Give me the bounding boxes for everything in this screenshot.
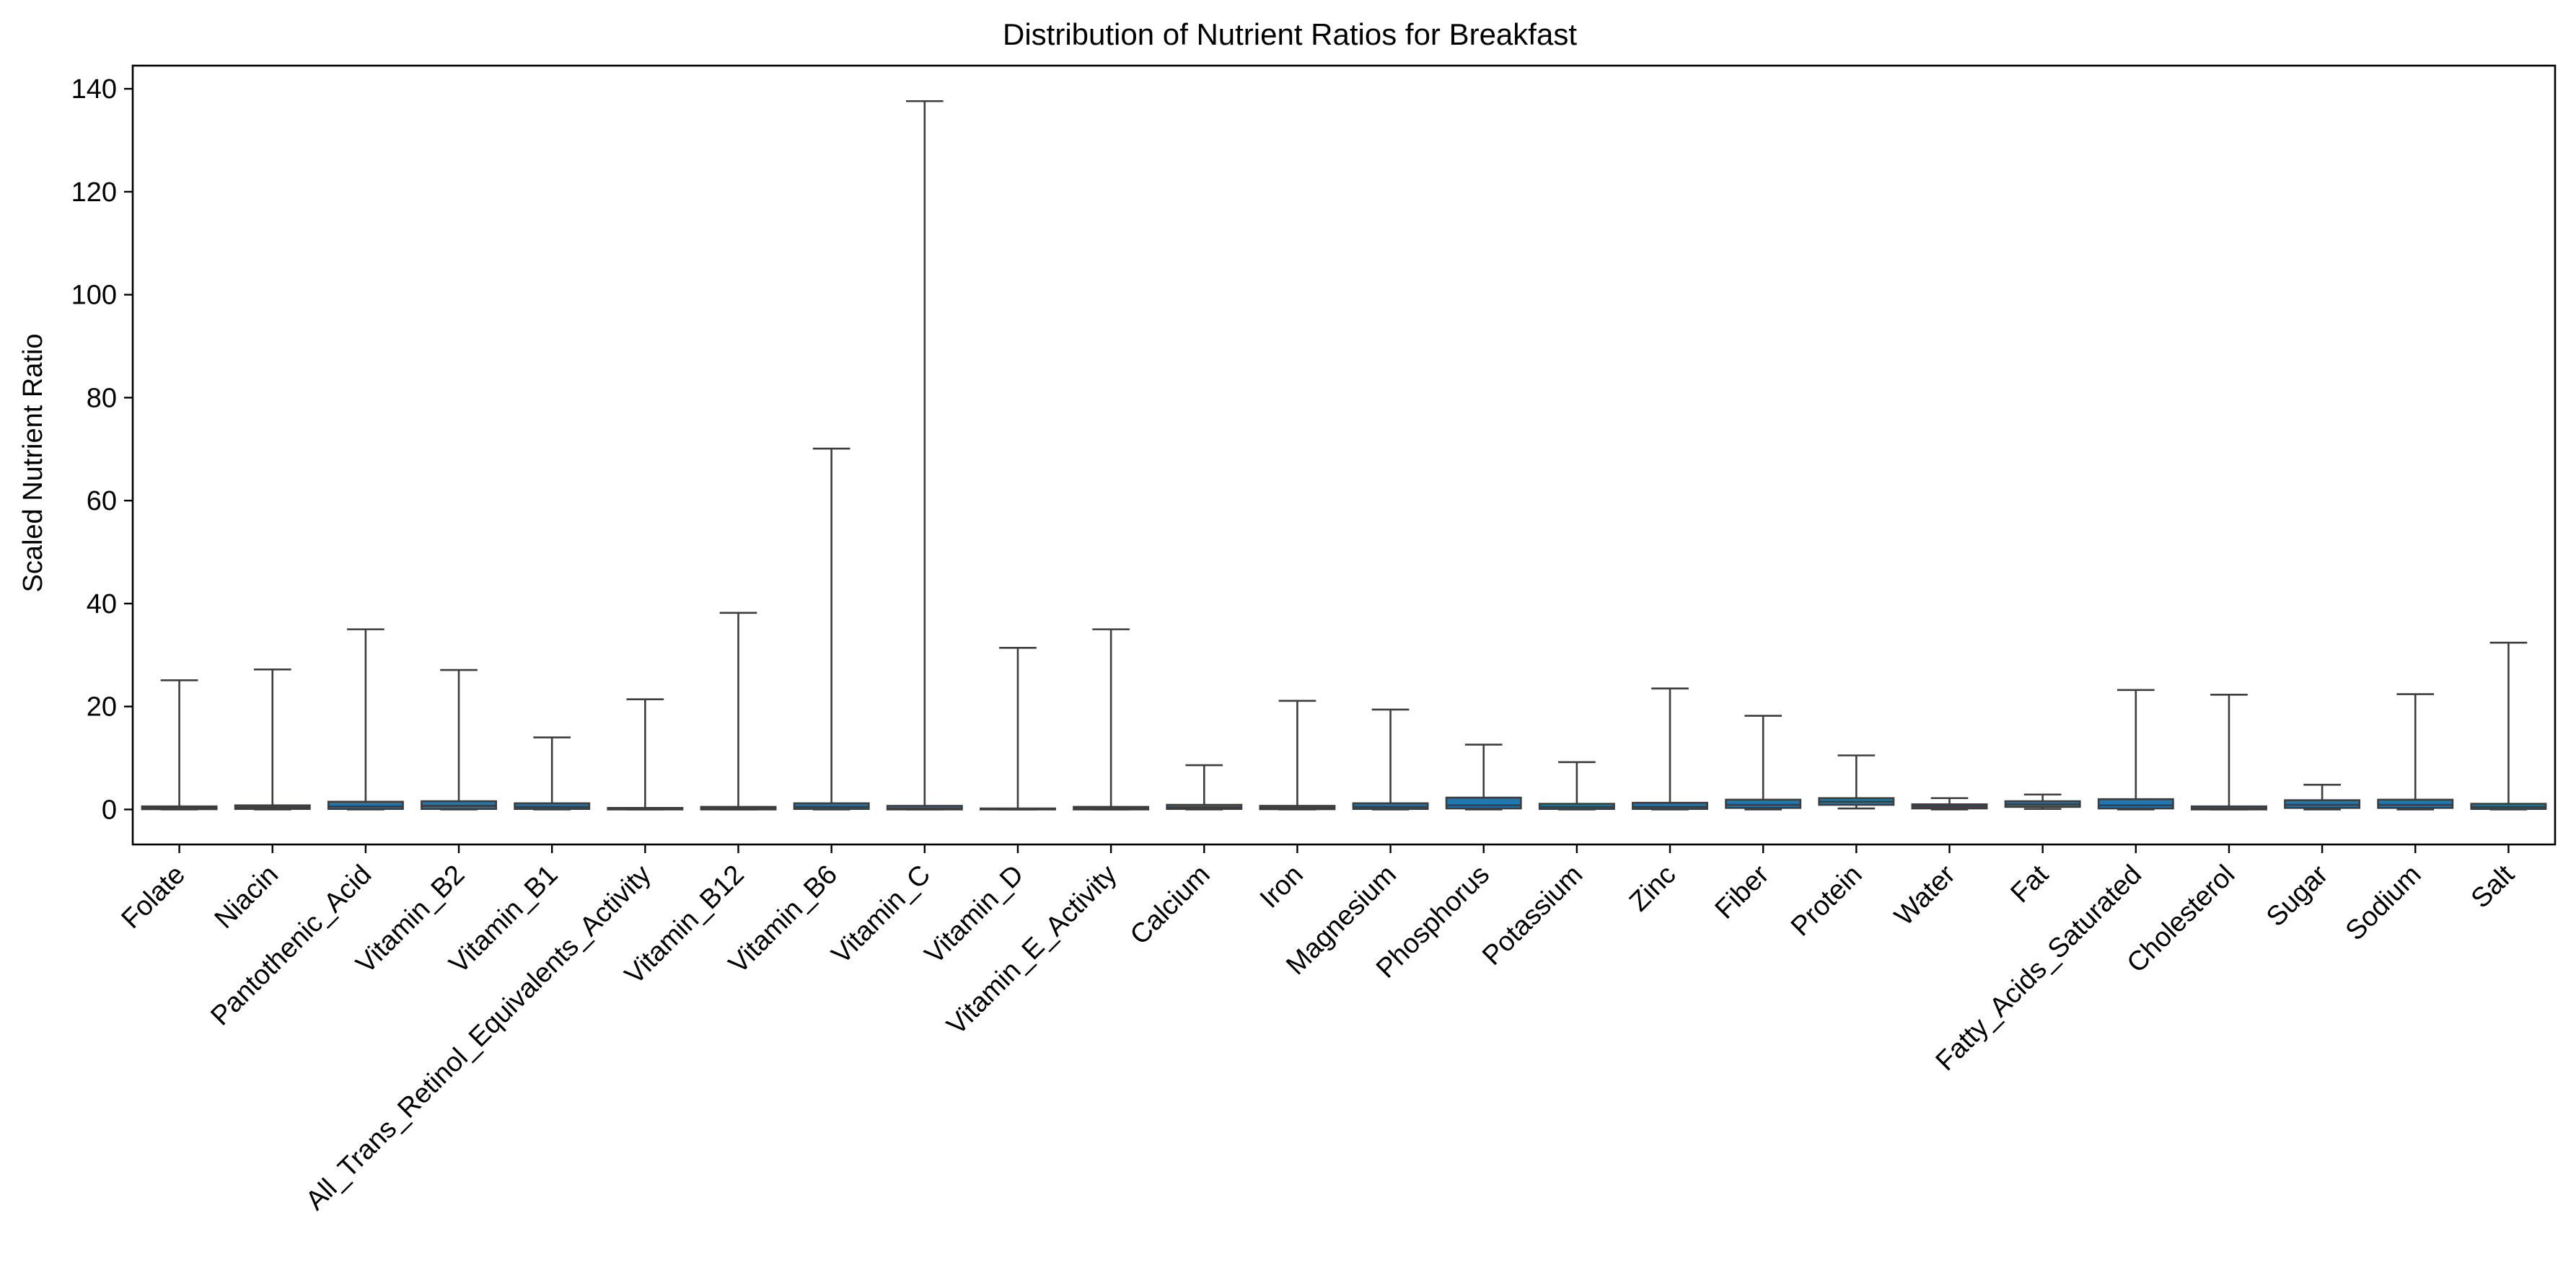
y-tick-label: 140 (71, 74, 117, 105)
box-group (980, 647, 1056, 811)
box-group (607, 698, 684, 811)
box-group (793, 447, 870, 811)
box-group (141, 679, 218, 811)
y-tick-label: 120 (71, 177, 117, 208)
box-group (1166, 764, 1243, 811)
chart-title: Distribution of Nutrient Ratios for Brea… (1003, 17, 1577, 51)
x-tick-label: Iron (1254, 860, 1309, 914)
box-iqr (1725, 798, 1802, 809)
box-group (2377, 693, 2454, 811)
box-group (2004, 793, 2081, 811)
box-group (421, 669, 498, 811)
x-tick-label: Potassium (1477, 860, 1588, 971)
box-group (2097, 689, 2174, 811)
box-series (141, 100, 2547, 811)
box-iqr (2377, 798, 2454, 809)
x-tick-label: Pantothenic_Acid (205, 860, 377, 1032)
box-group (1538, 761, 1615, 811)
x-tick-label: All_Trans_Retinol_Equivalents_Activity (300, 860, 657, 1217)
box-group (2470, 641, 2547, 811)
box-group (514, 736, 591, 811)
y-tick-label: 0 (102, 795, 117, 825)
box-group (1352, 708, 1429, 811)
box-iqr (1632, 801, 1709, 811)
box-group (1818, 754, 1895, 810)
box-group (886, 100, 963, 811)
box-iqr (1445, 796, 1522, 810)
box-group (327, 628, 404, 811)
x-tick-label: Zinc (1624, 860, 1682, 917)
plot-area-frame (131, 64, 2557, 846)
x-tick-label: Fiber (1710, 859, 1775, 925)
x-tick-label: Vitamin_E_Activity (941, 860, 1123, 1041)
box-group (1632, 687, 1709, 811)
box-group (1445, 744, 1522, 811)
y-tick-label: 40 (87, 589, 117, 619)
x-tick-label: Water (1889, 859, 1961, 932)
box-group (1073, 628, 1150, 811)
box-group (234, 669, 311, 811)
x-tick-label: Protein (1785, 860, 1868, 943)
box-group (1259, 700, 1336, 811)
box-group (700, 612, 777, 811)
x-tick-label: Niacin (209, 860, 284, 935)
y-tick-label: 100 (71, 281, 117, 311)
box-group (1911, 797, 1988, 811)
y-tick-label: 60 (87, 486, 117, 516)
y-tick-label: 80 (87, 383, 117, 413)
y-tick-label: 20 (87, 692, 117, 723)
x-tick-label: Calcium (1125, 860, 1216, 951)
box-iqr (327, 800, 404, 811)
y-axis-label: Scaled Nutrient Ratio (18, 333, 48, 592)
box-group (2284, 783, 2361, 811)
x-tick-label: Fat (2005, 859, 2054, 909)
x-tick-label: Sodium (2340, 860, 2427, 947)
x-tick-label: Vitamin_C (826, 860, 936, 970)
x-tick-label: Salt (2466, 859, 2520, 914)
axis-ticks: 0 20 40 60 80 100 120 140 Folate NiacinPantotheni… (71, 74, 2521, 1216)
box-group (1725, 715, 1802, 811)
x-tick-label: Folate (116, 860, 191, 935)
box-group (2191, 693, 2267, 811)
x-tick-label: Sugar (2261, 859, 2334, 932)
box-iqr (2097, 798, 2174, 810)
